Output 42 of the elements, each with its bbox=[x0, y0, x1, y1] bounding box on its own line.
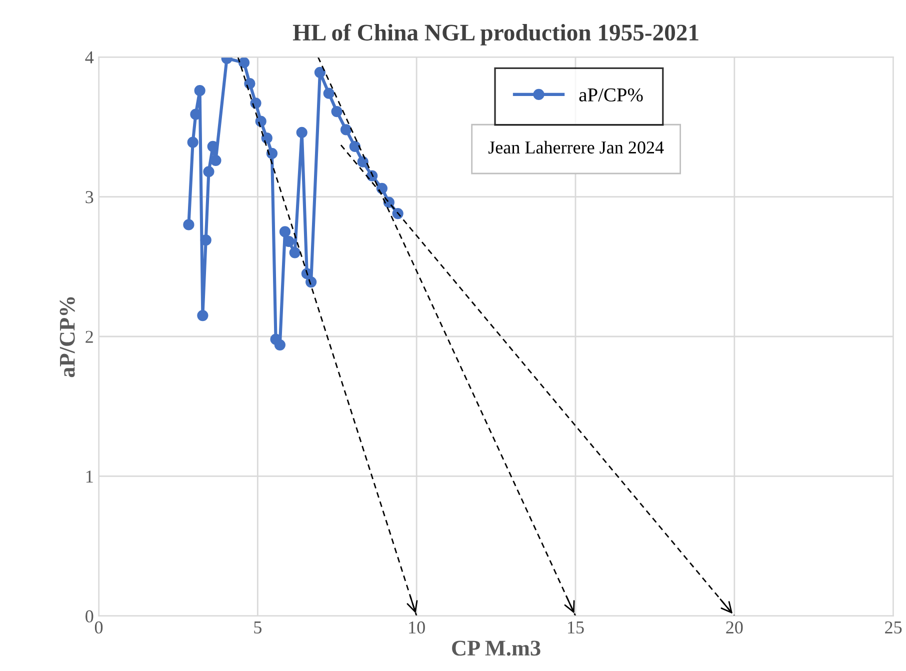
point bbox=[187, 136, 198, 148]
x-tick-label: 10 bbox=[409, 621, 425, 634]
point bbox=[203, 166, 214, 178]
point bbox=[331, 106, 342, 118]
point bbox=[250, 98, 262, 109]
y-tick-label: 2 bbox=[86, 330, 93, 343]
point bbox=[289, 247, 300, 258]
point bbox=[194, 85, 206, 96]
y-tick-label: 3 bbox=[86, 191, 94, 204]
x-tick-label: 20 bbox=[726, 621, 743, 634]
point bbox=[183, 219, 194, 230]
y-tick-label: 4 bbox=[85, 51, 94, 64]
point bbox=[255, 116, 266, 127]
x-tick-label: 0 bbox=[94, 621, 103, 634]
point bbox=[244, 78, 256, 90]
point bbox=[283, 236, 294, 248]
point bbox=[349, 140, 360, 152]
point bbox=[340, 124, 352, 136]
y-axis-title: aP/CP% bbox=[60, 297, 75, 378]
point bbox=[296, 126, 308, 138]
legend-label: aP/CP% bbox=[579, 88, 643, 102]
point bbox=[210, 154, 222, 166]
x-tick-label: 25 bbox=[885, 621, 902, 634]
chart-title: HL of China NGL production 1955-2021 bbox=[292, 24, 698, 46]
point bbox=[200, 234, 212, 246]
point bbox=[314, 66, 326, 78]
point bbox=[261, 132, 272, 144]
x-tick-label: 5 bbox=[254, 622, 262, 634]
point bbox=[274, 339, 286, 350]
point bbox=[323, 88, 334, 99]
point bbox=[279, 226, 291, 238]
y-tick-label: 1 bbox=[86, 470, 93, 483]
annotation: Jean Laherrere Jan 2024 bbox=[488, 140, 664, 154]
point bbox=[197, 310, 208, 322]
x-tick-label: 15 bbox=[568, 621, 584, 634]
point bbox=[266, 148, 278, 160]
x-axis-title: CP M.m3 bbox=[452, 640, 540, 656]
point bbox=[357, 156, 368, 168]
point bbox=[238, 57, 250, 68]
point bbox=[306, 276, 317, 288]
y-tick-label: 0 bbox=[86, 610, 94, 622]
point bbox=[376, 182, 388, 194]
